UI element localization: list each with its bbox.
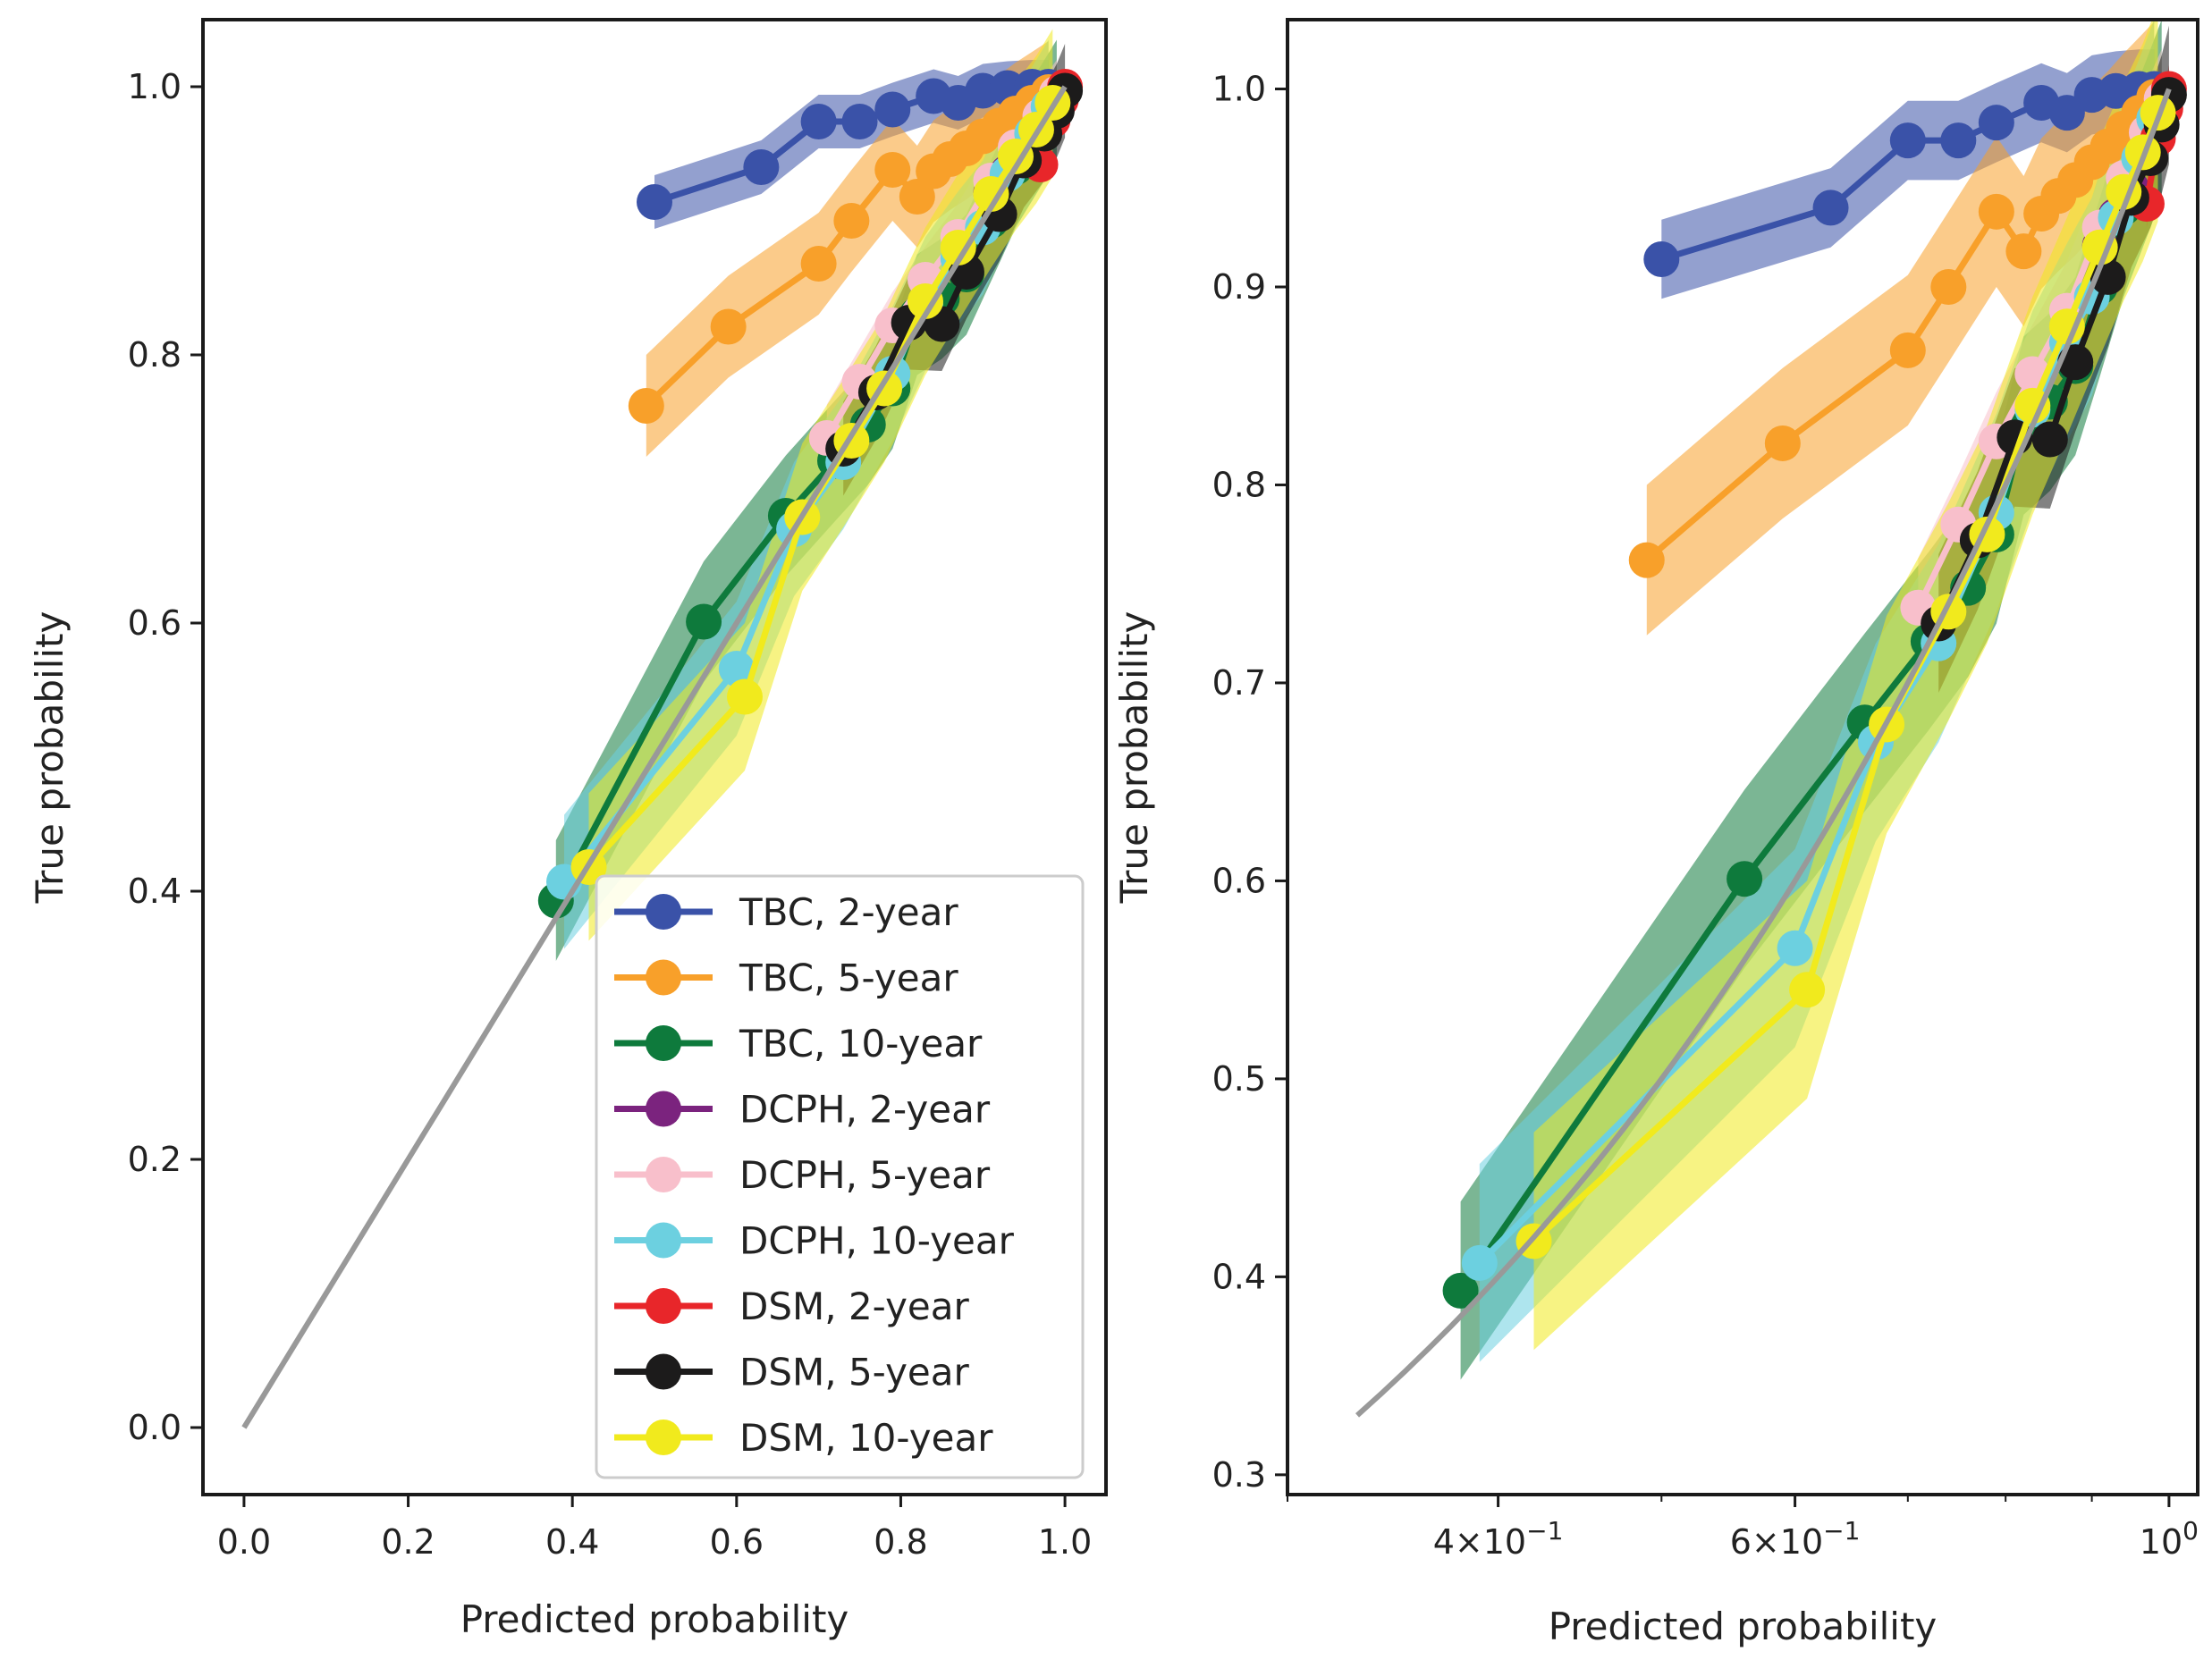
right-y-tick-label: 0.4: [1212, 1257, 1266, 1296]
left-y-tick-label: 0.2: [128, 1140, 182, 1179]
right-point-dsm-5-year: [2031, 421, 2068, 458]
left-point-tbc-5-year: [833, 203, 870, 239]
legend-swatch-marker: [646, 1091, 681, 1127]
right-point-tbc-2-year: [1940, 122, 1977, 159]
left-x-tick-label: 0.2: [381, 1522, 435, 1562]
right-y-tick-label: 0.5: [1212, 1059, 1266, 1099]
legend-swatch-marker: [646, 1157, 681, 1192]
right-band-dcph-10-year: [1479, 20, 2155, 1362]
right-y-tick-label: 0.8: [1212, 465, 1266, 504]
left-point-tbc-2-year: [637, 184, 672, 220]
right-point-dcph-10-year: [1461, 1244, 1498, 1281]
left-y-axis-label: True probability: [28, 611, 72, 905]
legend-swatch-marker: [646, 1025, 681, 1061]
legend-label-dsm-10-year: DSM, 10-year: [739, 1416, 993, 1460]
legend-swatch-marker: [646, 959, 681, 996]
right-x-axis-label: Predicted probability: [1549, 1605, 1938, 1648]
right-panel: 0.30.40.50.60.70.80.91.04×10−1 6×10−1 100 …: [1112, 18, 2199, 1648]
left-point-tbc-5-year: [874, 152, 911, 188]
right-y-tick-label: 1.0: [1212, 70, 1266, 109]
legend-label-dcph-2-year: DCPH, 2-year: [739, 1088, 991, 1132]
left-plot-series: [241, 29, 1084, 1429]
right-point-tbc-2-year: [1978, 105, 2014, 141]
legend-swatch-marker: [646, 1222, 681, 1259]
right-plot-frame: [1286, 18, 2199, 1496]
left-y-tick-label: 1.0: [128, 67, 182, 106]
left-x-tick-label: 0.8: [874, 1522, 927, 1562]
right-point-tbc-5-year: [1930, 268, 1967, 305]
right-point-dsm-10-year: [2048, 308, 2085, 345]
left-point-tbc-2-year: [800, 104, 837, 139]
right-plot-series: [1355, 20, 2187, 1418]
right-band-dsm-10-year: [1533, 20, 2158, 1351]
left-y-tick-label: 0.8: [128, 335, 182, 375]
right-point-tbc-2-year: [1812, 190, 1849, 226]
legend-label-tbc-10-year: TBC, 10-year: [739, 1022, 983, 1066]
left-point-tbc-10-year: [686, 603, 722, 640]
left-axis-ticks: 0.0 0.2 0.4 0.6 0.8 1.0 0.0 0.2 0.4 0.6 0.8 1.0: [128, 67, 1093, 1562]
right-point-tbc-2-year: [1643, 240, 1680, 277]
right-x-tick-label: 6×10−1: [1730, 1516, 1861, 1562]
right-point-tbc-5-year: [1628, 542, 1665, 578]
right-point-tbc-5-year: [1764, 425, 1801, 461]
legend-label-dcph-5-year: DCPH, 5-year: [739, 1153, 991, 1197]
left-point-tbc-2-year: [874, 91, 911, 128]
right-point-tbc-5-year: [1978, 193, 2014, 230]
right-point-tbc-5-year: [1889, 332, 1926, 368]
left-x-axis-label: Predicted probability: [460, 1597, 849, 1641]
legend-label-dcph-10-year: DCPH, 10-year: [739, 1219, 1015, 1263]
left-point-tbc-2-year: [743, 149, 780, 185]
left-x-tick-label: 0.4: [545, 1522, 599, 1562]
right-x-tick-label: 4×10−1: [1433, 1516, 1564, 1562]
left-point-dsm-10-year: [940, 230, 976, 265]
left-y-tick-label: 0.6: [128, 603, 182, 643]
right-y-tick-label: 0.9: [1212, 267, 1266, 307]
right-reference-diagonal: [1355, 88, 2172, 1418]
legend-swatch-marker: [646, 1288, 681, 1324]
legend-swatch-marker: [646, 1353, 681, 1390]
left-x-tick-label: 0.0: [217, 1522, 271, 1562]
right-point-dsm-10-year: [2014, 387, 2051, 424]
right-band-tbc-5-year: [1646, 21, 2155, 636]
left-point-tbc-5-year: [800, 246, 837, 282]
left-point-dcph-10-year: [718, 651, 755, 687]
right-point-tbc-10-year: [1727, 861, 1763, 897]
legend-box: [595, 874, 1085, 1479]
legend-swatch-marker: [646, 1419, 681, 1455]
right-point-tbc-2-year: [1889, 122, 1926, 159]
right-point-dsm-10-year: [1789, 972, 1826, 1008]
legend-label-dsm-2-year: DSM, 2-year: [739, 1285, 970, 1328]
left-point-dsm-10-year: [973, 176, 1009, 212]
left-plot-frame: [201, 18, 1108, 1496]
left-point-tbc-2-year: [841, 104, 878, 139]
left-y-tick-label: 0.4: [128, 872, 182, 911]
legend-label-dsm-5-year: DSM, 5-year: [739, 1351, 970, 1394]
right-y-tick-label: 0.6: [1212, 861, 1266, 900]
right-y-tick-label: 0.7: [1212, 663, 1266, 703]
left-point-dsm-10-year: [727, 678, 763, 715]
left-panel: 0.0 0.2 0.4 0.6 0.8 1.0 0.0 0.2 0.4 0.6 0.8 1.0 Pre…: [28, 18, 1108, 1641]
right-point-tbc-5-year: [2005, 233, 2042, 270]
left-x-tick-label: 1.0: [1038, 1522, 1092, 1562]
right-x-tick-label: 100: [2140, 1516, 2199, 1562]
left-point-tbc-5-year: [899, 179, 935, 215]
right-point-tbc-2-year: [2048, 95, 2085, 131]
left-point-tbc-5-year: [628, 388, 664, 424]
left-y-tick-label: 0.0: [128, 1408, 182, 1447]
legend-label-tbc-2-year: TBC, 2-year: [739, 890, 958, 934]
left-point-dsm-10-year: [908, 283, 943, 319]
legend-label-tbc-5-year: TBC, 5-year: [739, 956, 958, 1000]
legend-swatch-marker: [646, 894, 681, 930]
left-reference-diagonal: [241, 85, 1068, 1429]
right-y-tick-label: 0.3: [1212, 1455, 1266, 1495]
left-point-tbc-5-year: [710, 308, 747, 345]
right-point-dcph-10-year: [1777, 930, 1813, 966]
left-x-tick-label: 0.6: [710, 1522, 764, 1562]
right-point-tbc-10-year: [1442, 1272, 1479, 1309]
right-y-axis-label: True probability: [1112, 611, 1156, 905]
legend: TBC, 2-year TBC, 5-year TBC, 10-year DCPH, …: [595, 874, 1085, 1479]
